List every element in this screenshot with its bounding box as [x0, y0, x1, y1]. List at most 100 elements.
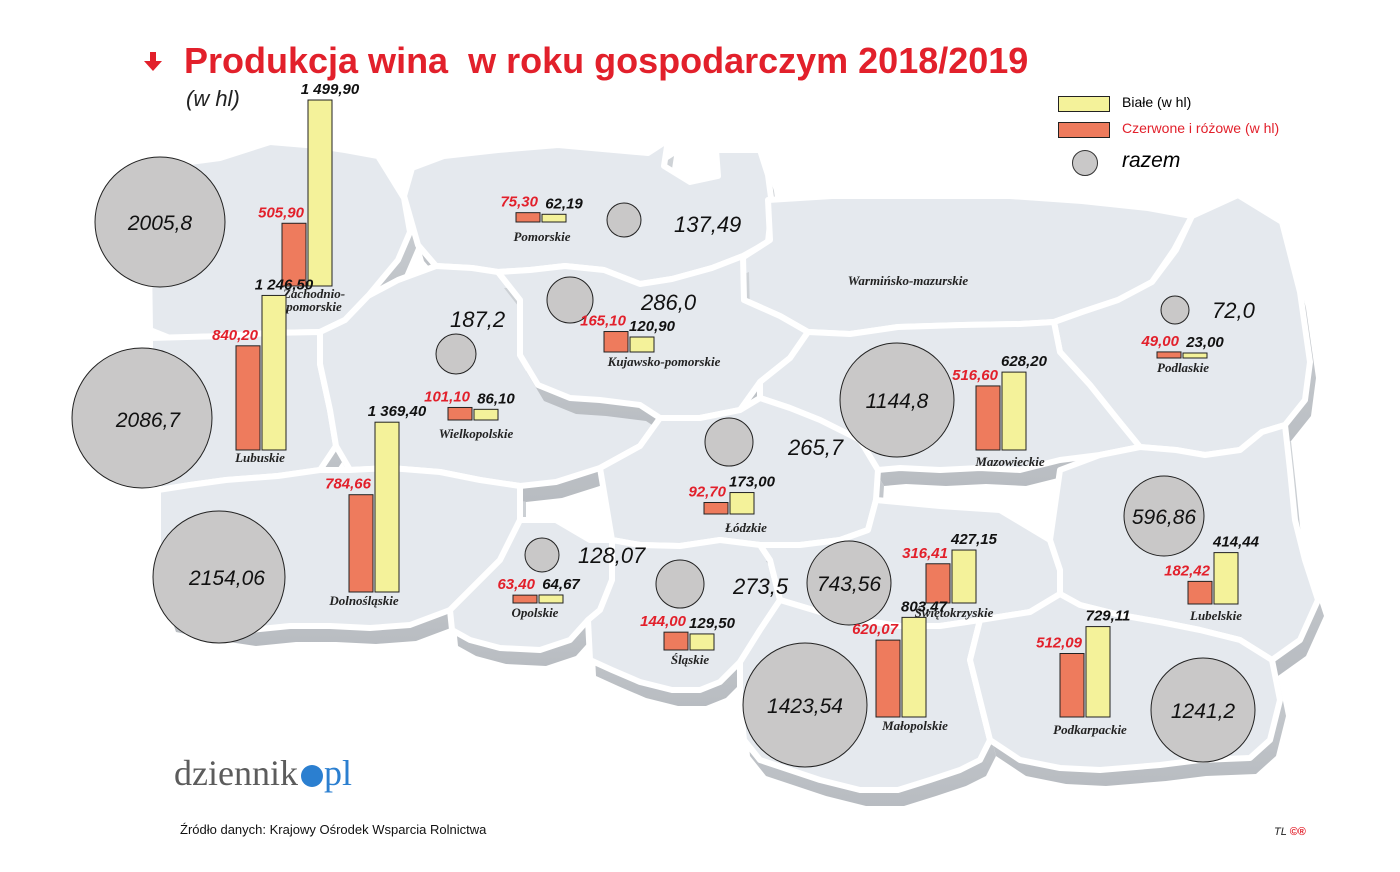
region-name-line: pomorskie [285, 299, 342, 314]
red-value-kujawsko-pomorskie: 165,10 [580, 313, 627, 330]
white-value-slaskie: 129,50 [689, 615, 736, 632]
logo-tld: pl [323, 753, 352, 793]
total-label-kujawsko-pomorskie: 286,0 [640, 290, 697, 315]
white-value-swietokrzyskie: 427,15 [950, 531, 998, 548]
region-name-line: Dolnośląskie [328, 593, 399, 608]
total-circle-opolskie [524, 537, 560, 573]
white-bar-pomorskie [541, 213, 567, 223]
region-name-line: Kujawsko-pomorskie [607, 354, 721, 369]
red-value-opolskie: 63,40 [497, 576, 535, 593]
region-name-line: Wielkopolskie [439, 426, 514, 441]
white-value-lubuskie: 1 246,50 [255, 276, 314, 293]
region-name-line: Lubelskie [1189, 608, 1242, 623]
white-bar-lubuskie [261, 294, 287, 451]
region-name-line: Podkarpackie [1053, 722, 1127, 737]
white-value-pomorskie: 62,19 [545, 195, 583, 212]
total-label-pomorskie: 137,49 [674, 212, 741, 237]
red-value-wielkopolskie: 101,10 [424, 388, 471, 405]
total-circle-malopolskie [742, 642, 868, 768]
total-label-malopolskie: 1423,54 [767, 695, 843, 718]
white-value-mazowieckie: 628,20 [1001, 353, 1048, 370]
white-bar-kujawsko-pomorskie [629, 336, 655, 353]
white-bar-podkarpackie [1085, 626, 1111, 718]
total-circle-lodzkie [704, 417, 754, 467]
red-value-lubelskie: 182,42 [1164, 562, 1211, 579]
total-label-swietokrzyskie: 743,56 [817, 573, 882, 596]
total-label-dolnoslaskie: 2154,06 [188, 567, 265, 590]
red-bar-slaskie [663, 631, 689, 651]
white-bar-podlaskie [1182, 352, 1208, 359]
red-value-malopolskie: 620,07 [852, 621, 899, 638]
white-value-podlaskie: 23,00 [1185, 334, 1224, 351]
red-value-podlaskie: 49,00 [1140, 333, 1179, 350]
logo-main: dziennik [174, 753, 298, 793]
total-label-podlaskie: 72,0 [1212, 298, 1256, 323]
region-name-line: Śląskie [671, 652, 710, 667]
total-label-podkarpackie: 1241,2 [1171, 700, 1236, 723]
region-name-line: Podlaskie [1157, 360, 1209, 375]
region-name-line: Zachodnio- [282, 286, 345, 301]
white-value-opolskie: 64,67 [542, 576, 580, 593]
white-value-zachodnio-pomorskie: 1 499,90 [301, 81, 360, 98]
total-circle-mazowieckie [839, 342, 955, 458]
total-circle-pomorskie [606, 202, 642, 238]
red-bar-pomorskie [515, 212, 541, 223]
white-bar-wielkopolskie [473, 408, 499, 421]
red-bar-podkarpackie [1059, 653, 1085, 718]
region-name-lubelskie: Lubelskie [1189, 608, 1242, 623]
red-bar-lubuskie [235, 345, 261, 451]
region-name-malopolskie: Małopolskie [881, 718, 948, 733]
total-label-zachodnio-pomorskie: 2005,8 [127, 212, 193, 235]
red-value-slaskie: 144,00 [640, 613, 687, 630]
legend-label-red: Czerwone i różowe (w hl) [1122, 120, 1280, 136]
white-value-wielkopolskie: 86,10 [477, 390, 515, 407]
red-bar-kujawsko-pomorskie [603, 331, 629, 353]
region-name-warminsko-mazurskie: Warmińsko-mazurskie [848, 273, 969, 288]
logo: dziennik pl [174, 752, 352, 794]
red-bar-mazowieckie [975, 385, 1001, 451]
red-bar-malopolskie [875, 639, 901, 718]
red-bar-lubelskie [1187, 580, 1213, 605]
region-name-line: Pomorskie [513, 229, 570, 244]
copyright-icon: ©® [1289, 826, 1306, 838]
title-text: Produkcja wina w roku gospodarczym 2018/… [184, 40, 1029, 81]
red-bar-swietokrzyskie [925, 563, 951, 604]
total-circle-kujawsko-pomorskie [546, 276, 594, 324]
region-name-podkarpackie: Podkarpackie [1053, 722, 1127, 737]
white-value-podkarpackie: 729,11 [1086, 608, 1131, 625]
map-subtitle: (w hl) [186, 86, 240, 111]
red-bar-opolskie [512, 594, 538, 604]
region-name-line: Świętokrzyskie [915, 605, 994, 620]
author-initials: TL [1274, 826, 1287, 838]
author-credit: TL ©® [1274, 826, 1306, 838]
region-name-kujawsko-pomorskie: Kujawsko-pomorskie [607, 354, 721, 369]
region-name-swietokrzyskie: Świętokrzyskie [915, 605, 994, 620]
red-value-mazowieckie: 516,60 [952, 367, 999, 384]
white-bar-zachodnio-pomorskie [307, 99, 333, 287]
total-label-lodzkie: 265,7 [787, 435, 844, 460]
total-circle-podlaskie [1160, 295, 1190, 325]
region-name-line: Małopolskie [881, 718, 948, 733]
white-value-dolnoslaskie: 1 369,40 [368, 403, 427, 420]
white-value-lodzkie: 173,00 [729, 474, 776, 491]
red-value-zachodnio-pomorskie: 505,90 [258, 204, 305, 221]
legend-circle [1072, 150, 1098, 176]
region-name-mazowieckie: Mazowieckie [974, 454, 1045, 469]
region-name-opolskie: Opolskie [512, 605, 559, 620]
legend-swatch-white [1058, 96, 1110, 112]
white-bar-opolskie [538, 594, 564, 604]
region-name-line: Łódzkie [724, 520, 767, 535]
legend-label-white: Białe (w hl) [1122, 94, 1192, 110]
red-value-dolnoslaskie: 784,66 [325, 476, 372, 493]
white-bar-malopolskie [901, 616, 927, 718]
total-circle-swietokrzyskie [806, 540, 892, 626]
red-value-lodzkie: 92,70 [688, 484, 726, 501]
region-name-line: Lubuskie [234, 450, 285, 465]
white-bar-swietokrzyskie [951, 549, 977, 604]
total-circle-lubuskie [71, 347, 213, 489]
region-name-podlaskie: Podlaskie [1157, 360, 1209, 375]
total-label-lubuskie: 2086,7 [115, 409, 182, 432]
white-value-malopolskie: 803,47 [901, 598, 948, 615]
down-arrow-icon [142, 40, 166, 82]
